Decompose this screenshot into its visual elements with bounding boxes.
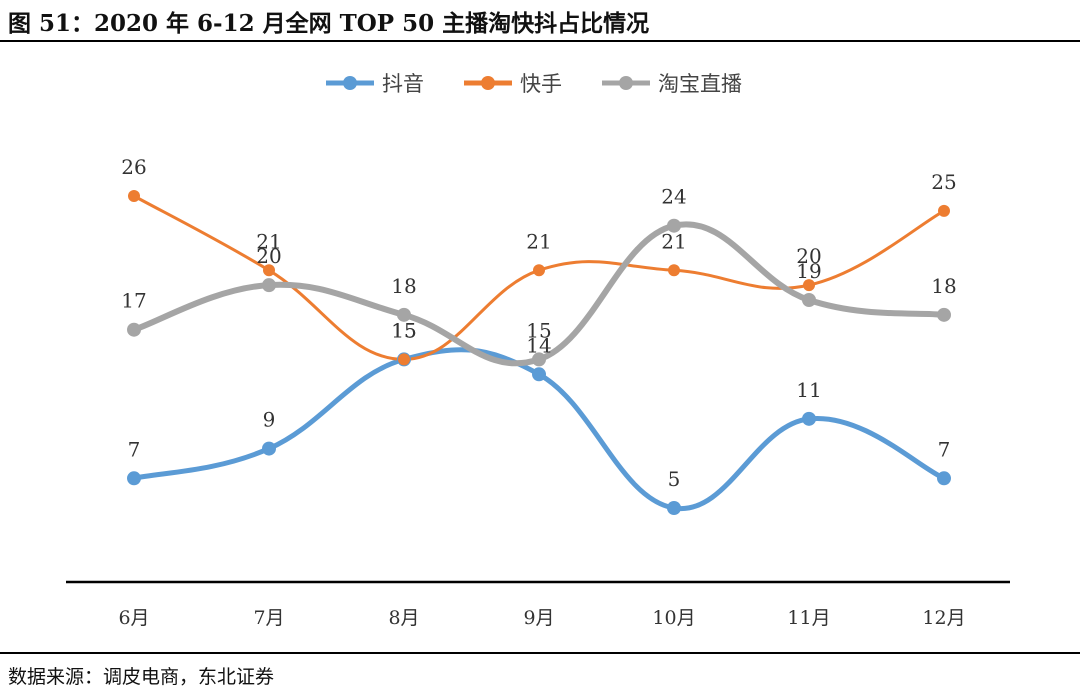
x-tick-label-2: 7月 [253,607,284,629]
data-label-kuaishou-1: 26 [121,155,146,179]
data-label-taobao-live-4: 15 [526,318,551,342]
x-tick-label-5: 10月 [652,607,695,629]
x-tick-label-1: 6月 [118,607,149,629]
footer-rule [0,652,1080,654]
legend-item-kuaishou: 快手 [464,72,562,96]
data-label-douyin-1: 7 [128,437,141,461]
figure-title: 图 51：2020 年 6-12 月全网 TOP 50 主播淘快抖占比情况 [8,10,650,37]
data-label-douyin-3: 15 [391,318,416,342]
chart-legend: 抖音 快手 淘宝直播 [326,72,742,96]
legend-item-taobao-live: 淘宝直播 [602,72,742,96]
marker-douyin-5 [667,501,681,515]
data-label-douyin-7: 7 [938,437,951,461]
data-label-douyin-4: 14 [526,333,551,357]
series-markers [127,190,951,515]
data-label-kuaishou-5: 21 [661,229,686,253]
marker-douyin-6 [802,411,816,426]
marker-taobao-live-2 [262,278,276,293]
figure-header: 图 51：2020 年 6-12 月全网 TOP 50 主播淘快抖占比情况 [0,0,1080,44]
x-tick-label-3: 8月 [388,607,419,629]
legend-label-kuaishou: 快手 [520,72,562,96]
legend-swatch-marker-taobao-live [619,76,633,90]
data-label-kuaishou-3: 15 [391,318,416,342]
marker-kuaishou-3 [398,353,410,366]
data-label-taobao-live-3: 18 [391,274,416,298]
data-label-taobao-live-6: 19 [796,259,821,283]
legend-label-douyin: 抖音 [382,72,424,96]
source-note: 数据来源：调皮电商，东北证券 [8,666,275,688]
marker-douyin-1 [127,471,141,486]
data-label-douyin-6: 11 [796,378,821,402]
data-label-kuaishou-2: 21 [256,229,281,253]
marker-taobao-live-3 [397,307,411,322]
marker-kuaishou-5 [668,264,680,277]
data-label-taobao-live-2: 20 [256,244,281,268]
x-tick-label-6: 11月 [787,607,830,629]
data-label-kuaishou-6: 20 [796,244,821,268]
data-label-douyin-2: 9 [263,408,276,432]
legend-item-douyin: 抖音 [326,72,424,96]
data-label-kuaishou-4: 21 [526,229,551,253]
data-label-taobao-live-5: 24 [661,185,686,209]
data-label-taobao-live-7: 18 [931,274,956,298]
x-tick-label-4: 9月 [523,607,554,629]
data-label-kuaishou-7: 25 [931,170,956,194]
marker-kuaishou-2 [263,264,275,277]
legend-label-taobao-live: 淘宝直播 [658,72,742,96]
data-label-douyin-5: 5 [668,467,681,491]
marker-douyin-2 [262,441,276,456]
marker-kuaishou-6 [803,279,815,292]
marker-kuaishou-1 [128,190,140,202]
figure-footer: 数据来源：调皮电商，东北证券 [0,652,1080,692]
x-tick-label-7: 12月 [922,607,965,629]
marker-taobao-live-6 [802,293,816,307]
marker-kuaishou-7 [938,204,950,217]
x-axis-tick-labels: 6月 7月 8月 9月 10月 11月 12月 [118,607,965,629]
legend-swatch-marker-douyin [343,76,357,90]
data-label-taobao-live-1: 17 [121,289,146,313]
marker-taobao-live-1 [127,322,141,337]
marker-taobao-live-7 [937,307,951,322]
marker-douyin-7 [937,471,951,486]
header-rule [0,40,1080,42]
marker-kuaishou-4 [533,264,545,277]
marker-douyin-4 [532,367,546,382]
legend-swatch-marker-kuaishou [481,76,495,90]
marker-taobao-live-4 [532,352,546,367]
marker-taobao-live-5 [667,218,681,233]
